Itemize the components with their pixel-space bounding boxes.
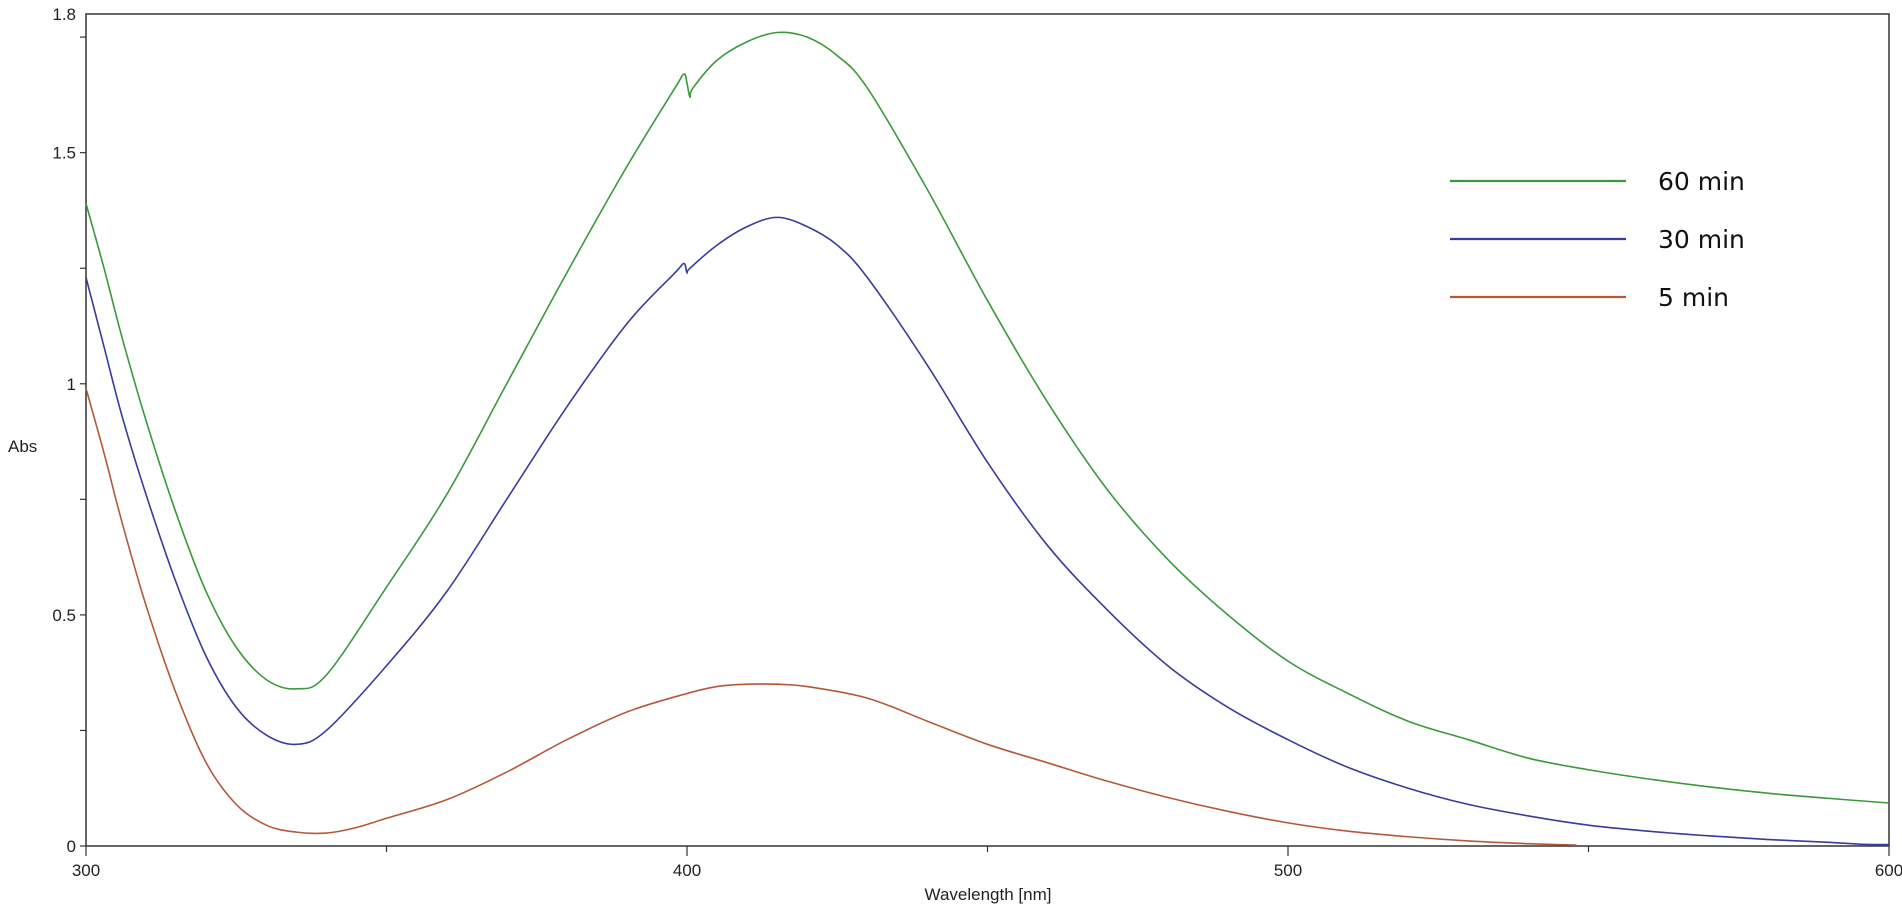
x-tick-label: 400 [673,861,701,880]
series-line-30-min [85,216,1890,846]
y-tick-label: 0.5 [52,606,76,625]
y-tick-label: 1.5 [52,144,76,163]
x-tick-label: 500 [1274,861,1302,880]
legend-label: 30 min [1658,225,1745,254]
y-axis-ticks: 0 0.5 1 1.5 1.8 [52,5,86,856]
legend-label: 5 min [1658,283,1729,312]
y-tick-label: 0 [67,837,76,856]
y-tick-label: 1.8 [52,5,76,24]
series-lines [85,31,1890,846]
legend: 60 min 30 min 5 min [1450,167,1745,312]
x-axis-ticks: 300 400 500 600 [72,846,1902,880]
series-line-60-min [85,31,1890,804]
legend-label: 60 min [1658,167,1745,196]
plot-frame [85,13,1890,847]
y-axis-label: Abs [8,437,37,456]
x-tick-label: 600 [1875,861,1902,880]
y-tick-label: 1 [67,375,76,394]
series-line-5-min [85,388,1577,846]
x-axis-label: Wavelength [nm] [925,885,1052,904]
x-tick-label: 300 [72,861,100,880]
